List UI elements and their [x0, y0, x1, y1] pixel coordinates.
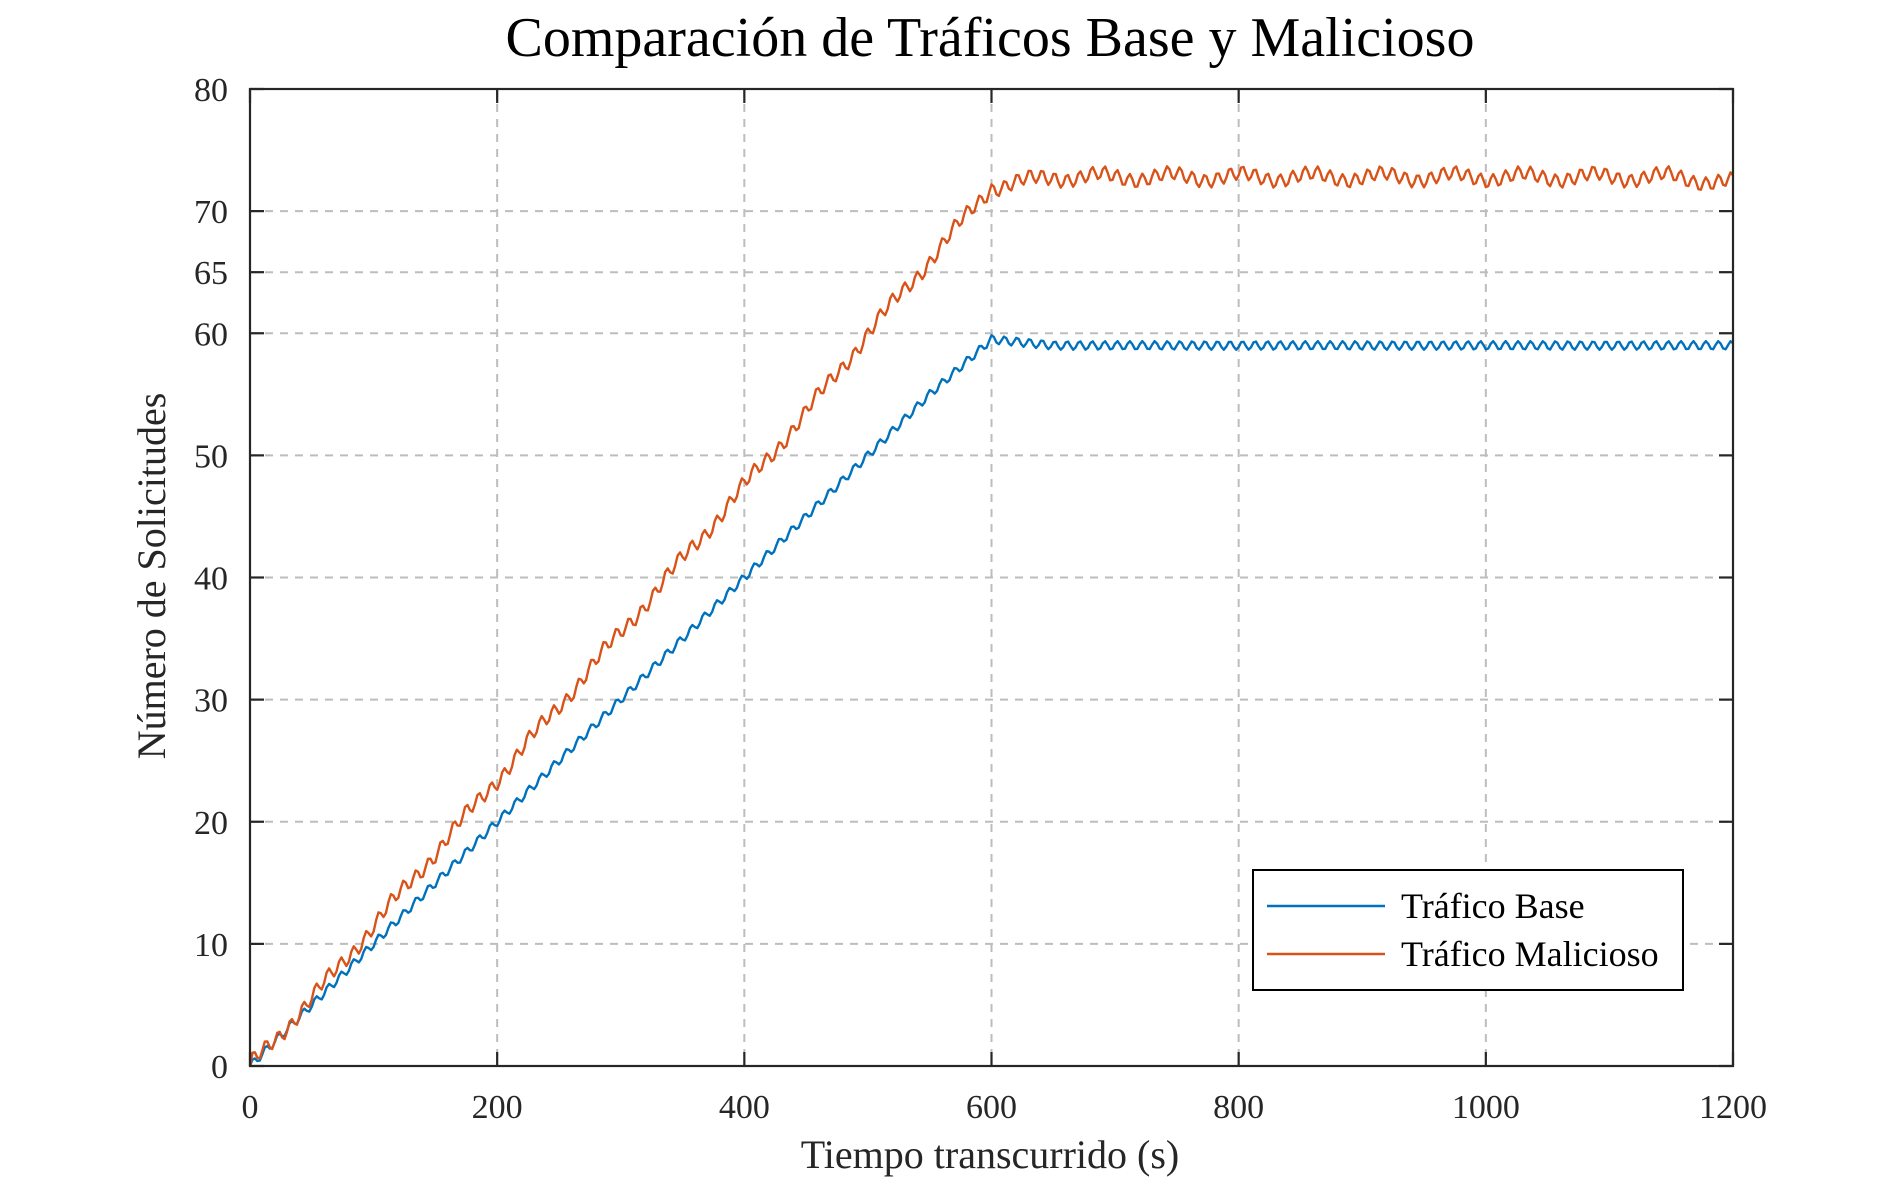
- y-axis-label: Número de Solicitudes: [129, 393, 174, 760]
- x-axis-label: Tiempo transcurrido (s): [801, 1132, 1179, 1177]
- y-tick-label: 10: [194, 927, 228, 964]
- legend-label: Tráfico Base: [1401, 886, 1585, 926]
- x-tick-label: 600: [966, 1089, 1017, 1126]
- series-line-2: [248, 165, 1734, 1067]
- series-lines: [248, 165, 1734, 1067]
- y-tick-label: 60: [194, 316, 228, 353]
- y-tick-label: 65: [194, 255, 228, 292]
- chart-title: Comparación de Tráficos Base y Malicioso: [506, 7, 1475, 69]
- y-tick-label: 80: [194, 72, 228, 109]
- tick-labels: 0 200 400 600 800 1000 1200 0 10 20 30 40 50 60 65 70 80: [194, 72, 1767, 1126]
- y-tick-label: 30: [194, 683, 228, 720]
- axes: [248, 87, 1735, 1068]
- legend-box: [1252, 869, 1684, 991]
- x-tick-label: 1000: [1452, 1089, 1520, 1126]
- y-tick-label: 0: [211, 1049, 228, 1086]
- legend-label: Tráfico Malicioso: [1401, 934, 1659, 974]
- x-tick-label: 0: [242, 1089, 259, 1126]
- y-tick-label: 20: [194, 805, 228, 842]
- y-tick-label: 70: [194, 194, 228, 231]
- x-tick-label: 800: [1213, 1089, 1264, 1126]
- grid-lines: [250, 89, 1733, 1066]
- x-tick-label: 200: [472, 1089, 523, 1126]
- y-tick-label: 50: [194, 438, 228, 475]
- x-tick-label: 1200: [1699, 1089, 1767, 1126]
- legend: Tráfico Base Tráfico Malicioso: [1252, 869, 1684, 991]
- y-tick-label: 40: [194, 561, 228, 598]
- series-line-1: [248, 334, 1734, 1067]
- x-tick-label: 400: [719, 1089, 770, 1126]
